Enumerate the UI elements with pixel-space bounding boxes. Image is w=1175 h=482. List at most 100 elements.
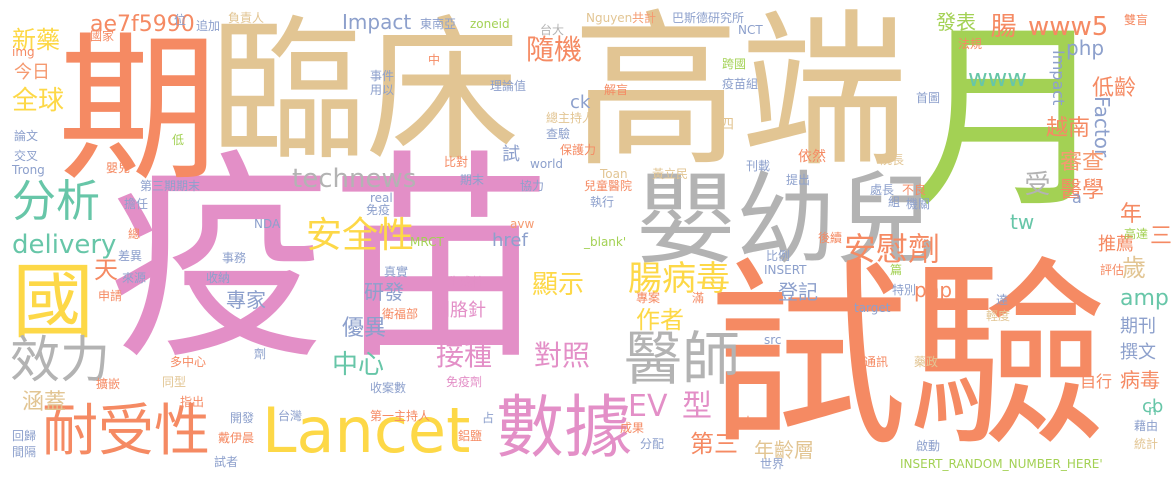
word-nct: NCT [738,23,763,37]
word-shenqing: 申請 [98,289,123,303]
word-chang: 腸 [986,12,1016,38]
word-yue: 月 [910,3,1111,236]
word-tuijian: 推薦 [1098,234,1134,255]
word-hangai: 涵蓋 [22,390,67,415]
word-ev: EV [628,389,668,424]
word-shiyan: 試驗 [708,241,1109,474]
word-src: src [764,333,782,347]
word-disan: 第三 [690,430,738,458]
word-zhuanjia: 專家 [226,288,266,312]
word-zhan: 占 [482,411,495,425]
word-nguyen: Nguyen [586,11,633,25]
word-zoneid: zoneid [470,17,510,31]
word-shencha: 審查 [1060,150,1105,175]
word-gaodu: 高達 [1124,227,1149,241]
word-youyi: 優異 [342,316,387,341]
word-ck: ck [570,92,591,113]
word-www: www [968,64,1027,92]
word-chayi: 差異 [118,249,143,263]
word-real: real [370,191,393,205]
word-nianlingceng: 年齡層 [754,438,814,462]
word-qingdu: 輕度 [986,309,1011,323]
word-www5: www5 [1028,12,1109,42]
word-toan: Toan [600,167,628,181]
word-php1: php [1066,36,1105,60]
word-changbingdu: 腸病毒 [628,259,730,299]
word-impact: Impact [1049,50,1068,106]
word-shijie: 世界 [760,457,785,471]
word-zuozhe: 作者 [636,306,684,334]
word-buliang: 不良 [902,183,927,197]
word-php2: php [914,278,953,302]
word-yixue: 醫學 [1060,178,1105,203]
word-technews: technews [292,164,417,194]
word-mianyi: 免疫 [366,203,391,217]
word-man: 滿 [692,291,705,305]
word-kuaijiao: 擴嵌 [96,377,121,391]
word-jieyan: 解盲 [604,83,629,97]
word-kaifa: 開發 [230,411,255,425]
word-yaozheng: 藥政 [914,355,939,369]
word-yingyouer: 嬰幼兒 [636,161,936,278]
word-n: n [1148,403,1157,419]
word-insert: INSERT [764,263,807,277]
word-xieli: 協力 [520,179,545,193]
word-wei: 位 [174,13,187,27]
word-zong: 總 [128,227,141,241]
word-linchuang: 臨床 [210,1,520,182]
word-qi: 期 [58,16,219,203]
word-houxu: 後續 [818,231,843,245]
word-qikan: 期刊 [1120,316,1156,337]
word-yuanzhang: 院長 [880,153,905,167]
word-pian: 篇 [890,263,903,277]
word-shijian: 事件 [370,69,395,83]
word-lancet: Lancet [262,394,471,467]
word-tian: 天 [94,256,118,284]
word-duozhongxin: 多中心 [170,355,207,369]
word-mrct: MRCT [410,235,444,249]
word-duizhao: 對照 [534,339,591,372]
word-img: img [12,45,35,59]
word-yinger: 嬰兒 [106,161,131,175]
word-xianshi: 顯示 [532,270,585,300]
word-qidong: 啟動 [916,439,941,453]
word-zhuijia: 追加 [196,19,221,33]
word-tebie: 特別 [892,283,917,297]
word-yiran: 依然 [798,149,826,165]
word-yishi: 醫師 [624,325,741,393]
word-shouna: 收納 [206,271,231,285]
word-cb: cb [1142,396,1164,417]
word-da: 達 [996,293,1009,307]
word-lilunzhi: 理論值 [490,79,527,93]
word-yimiao: 疫苗 [108,132,552,390]
word-jiyou: 藉由 [1134,419,1159,433]
word-nian: 年 [1120,202,1143,227]
word-zhichu: 指出 [180,395,205,409]
word-blank: _blank' [584,235,627,249]
word-tongji: 統計 [1134,437,1159,451]
word-factor: Factor [1090,96,1114,158]
word-guo: 國 [12,255,95,350]
word-insert-random: INSERT_RANDOM_NUMBER_HERE' [900,457,1103,471]
word-yongyi: 用以 [370,83,395,97]
word-yuenan: 越南 [1046,116,1091,141]
word-fenxi: 分析 [12,176,100,227]
word-zhuanwen: 撰文 [1120,342,1156,363]
word-huigui: 回歸 [12,429,37,443]
word-chengguo: 成果 [620,421,645,435]
word-nda: NDA [254,217,281,231]
word-diyizhuchiren: 第一主持人 [370,409,431,423]
word-dilng: 低齡 [1092,76,1137,101]
word-fenpei: 分配 [640,437,665,451]
word-san: 三 [1150,224,1173,249]
word-zu: 組 [888,195,901,209]
word-si: 四 [720,117,734,133]
word-daiyichen: 戴伊晨 [218,431,255,445]
word-kuaguo: 跨國 [722,57,747,71]
word-dengji: 登記 [778,280,818,304]
word-zhixing: 執行 [590,195,615,209]
word-target: target [854,301,891,315]
word-zixing: 自行 [1080,372,1113,391]
word-guojia: 國家 [90,29,115,43]
word-jiange: 間隔 [12,445,37,459]
